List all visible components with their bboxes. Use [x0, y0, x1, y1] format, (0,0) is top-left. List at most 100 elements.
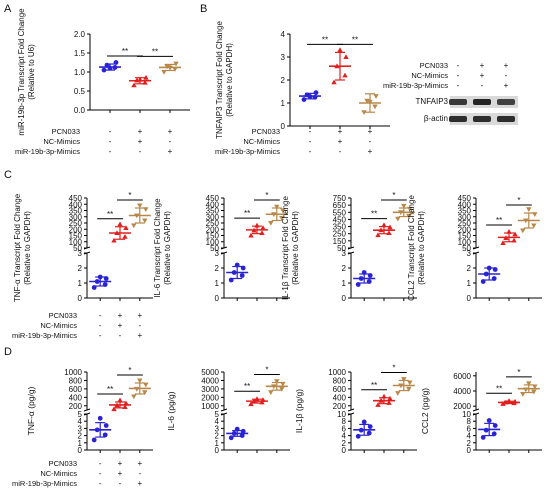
blot-band: [449, 99, 467, 105]
condition-sign: -: [369, 137, 372, 146]
data-point: [143, 207, 149, 213]
data-point: [131, 394, 137, 400]
significance-label: **: [122, 47, 128, 56]
y-tick-label: 3000: [201, 385, 219, 394]
data-group-1: [498, 398, 520, 406]
data-point: [386, 400, 392, 405]
y-tick-label: 1000: [201, 402, 219, 411]
data-point: [486, 265, 492, 271]
data-point: [381, 222, 387, 228]
y-tick-label: 8: [342, 417, 347, 426]
y-tick-label: 400: [69, 200, 83, 209]
data-point: [137, 203, 143, 209]
y-tick-label: 150: [69, 232, 83, 241]
data-point: [342, 72, 348, 78]
y-tick-label: 250: [69, 219, 83, 228]
condition-label: PCN033: [252, 127, 280, 136]
y-tick-label: 2: [342, 439, 347, 448]
data-point: [231, 431, 237, 436]
data-point: [248, 232, 254, 238]
data-point: [274, 204, 280, 210]
y-tick-label: 100: [458, 238, 472, 247]
data-group-2: [359, 93, 381, 115]
data-point: [378, 397, 384, 403]
data-point: [532, 384, 538, 390]
data-point: [260, 225, 266, 230]
y-tick-label: 0: [78, 446, 83, 455]
y-tick-label: 4000: [453, 387, 471, 396]
significance-label: *: [517, 368, 520, 377]
data-point: [172, 66, 178, 72]
y-tick-label: 250: [458, 219, 472, 228]
y-tick-label: 5: [215, 410, 220, 419]
data-point: [531, 389, 537, 395]
data-point: [313, 90, 319, 96]
data-group-1: [498, 228, 520, 245]
data-point: [480, 435, 486, 440]
data-point: [114, 230, 120, 235]
data-point: [483, 427, 489, 433]
y-tick-label: 2: [215, 264, 220, 273]
data-point: [173, 61, 179, 67]
data-point: [143, 74, 149, 80]
data-point: [355, 433, 361, 439]
data-point: [259, 230, 265, 235]
data-point: [102, 432, 108, 438]
data-point: [366, 279, 372, 284]
data-point: [503, 235, 509, 240]
significance-label: **: [244, 209, 250, 218]
blot-condition-label: NC-Mimics: [411, 71, 448, 80]
data-point: [137, 76, 143, 82]
data-point: [97, 274, 103, 280]
data-point: [280, 381, 286, 387]
y-tick-label: 3: [215, 249, 220, 258]
y-axis-label-unit: (Relative to GAPDH): [225, 43, 234, 117]
y-tick-label: 350: [458, 207, 472, 216]
data-point: [532, 212, 538, 218]
data-group-1: [373, 393, 395, 407]
y-tick-label: 0.0: [74, 106, 86, 115]
y-tick-label: 3: [78, 424, 83, 433]
y-tick-label: 350: [206, 207, 220, 216]
condition-sign: +: [118, 321, 123, 330]
data-point: [375, 232, 381, 238]
y-tick-label: 600: [333, 385, 347, 394]
y-axis-label: IL-1β Transcript Fold Change: [281, 195, 290, 299]
data-point: [401, 203, 407, 209]
data-point: [271, 212, 277, 218]
data-point: [401, 377, 407, 382]
data-point: [531, 223, 537, 229]
data-point: [117, 221, 123, 227]
y-tick-label: 50: [337, 244, 346, 253]
data-point: [131, 82, 137, 88]
condition-sign: -: [139, 147, 142, 156]
condition-sign: +: [137, 459, 142, 468]
data-point: [107, 65, 113, 71]
data-point: [355, 282, 361, 287]
data-point: [520, 228, 526, 234]
y-tick-label: 0: [78, 294, 83, 303]
y-tick-label: 1: [215, 279, 220, 288]
data-point: [279, 386, 285, 392]
condition-sign: +: [137, 479, 142, 488]
y-tick-label: 2: [281, 76, 286, 85]
y-tick-label: 750: [333, 194, 347, 203]
condition-sign: +: [168, 127, 173, 136]
condition-label: NC-Mimics: [43, 137, 80, 146]
y-tick-label: 0: [467, 294, 472, 303]
data-point: [167, 65, 173, 71]
y-tick-label: 4: [281, 30, 286, 39]
condition-label: PCN033: [49, 459, 77, 468]
data-point: [500, 401, 506, 406]
blot-condition-label: PCN033: [420, 61, 448, 70]
significance-label: **: [496, 384, 502, 393]
y-tick-label: 50: [73, 244, 82, 253]
data-group-0: [478, 418, 501, 440]
western-blot-panel: PCN033- + +NC-Mimics - + -miR-19b-3p-Mimics - -…: [383, 61, 518, 125]
panel-letter-b: B: [200, 3, 207, 15]
data-point: [491, 431, 497, 437]
condition-sign: +: [338, 137, 343, 146]
condition-table-b: PCN033- + +NC-Mimics - + -miR-19b-3p-Mimics - -…: [215, 127, 373, 156]
